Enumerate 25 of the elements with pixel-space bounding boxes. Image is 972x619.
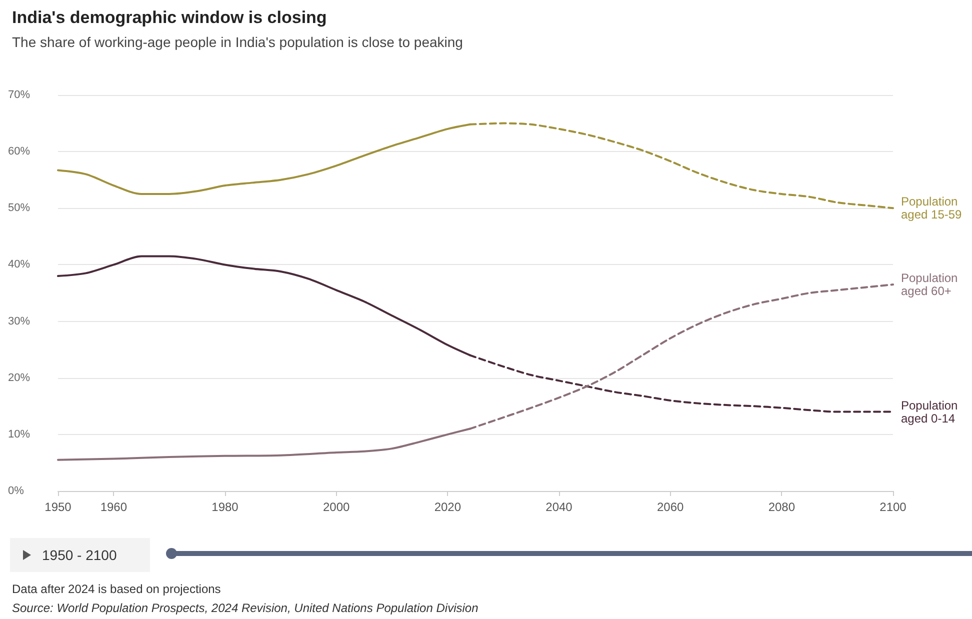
x-tick-label: 2100 xyxy=(880,500,907,514)
x-tick-label: 2040 xyxy=(546,500,573,514)
x-tick-label: 1960 xyxy=(100,500,128,514)
y-tick-label: 50% xyxy=(8,202,30,214)
x-tick-label: 2020 xyxy=(434,500,462,514)
x-tick-label: 1950 xyxy=(44,500,72,514)
y-tick-label: 30% xyxy=(8,315,30,328)
y-tick-label: 20% xyxy=(8,372,30,384)
x-tick-label: 1980 xyxy=(212,500,239,514)
series-label: Population aged 15-59 xyxy=(901,194,962,222)
chart-title: India's demographic window is closing xyxy=(12,8,327,28)
y-tick-label: 10% xyxy=(8,428,30,440)
x-tick-label: 2000 xyxy=(322,500,350,514)
x-tick-label: 2080 xyxy=(768,500,796,514)
series-label: Population aged 60+ xyxy=(901,271,962,298)
chart-subtitle: The share of working-age people in India's population is close to peaking xyxy=(12,34,463,50)
x-tick-label: 2060 xyxy=(656,500,684,514)
y-tick-label: 60% xyxy=(8,146,30,158)
y-tick-label: 0% xyxy=(8,485,24,497)
y-tick-label: 40% xyxy=(8,258,30,271)
text: Data after 2024 is based on projections xyxy=(12,582,221,596)
source-note: Source: World Population Prospects, 2024 Revision, United Nations Population Division xyxy=(12,601,478,615)
y-tick-label: 70% xyxy=(8,89,30,101)
series-label: Population aged 0-14 xyxy=(901,398,962,426)
text: 1950 - 2100 xyxy=(42,547,117,563)
